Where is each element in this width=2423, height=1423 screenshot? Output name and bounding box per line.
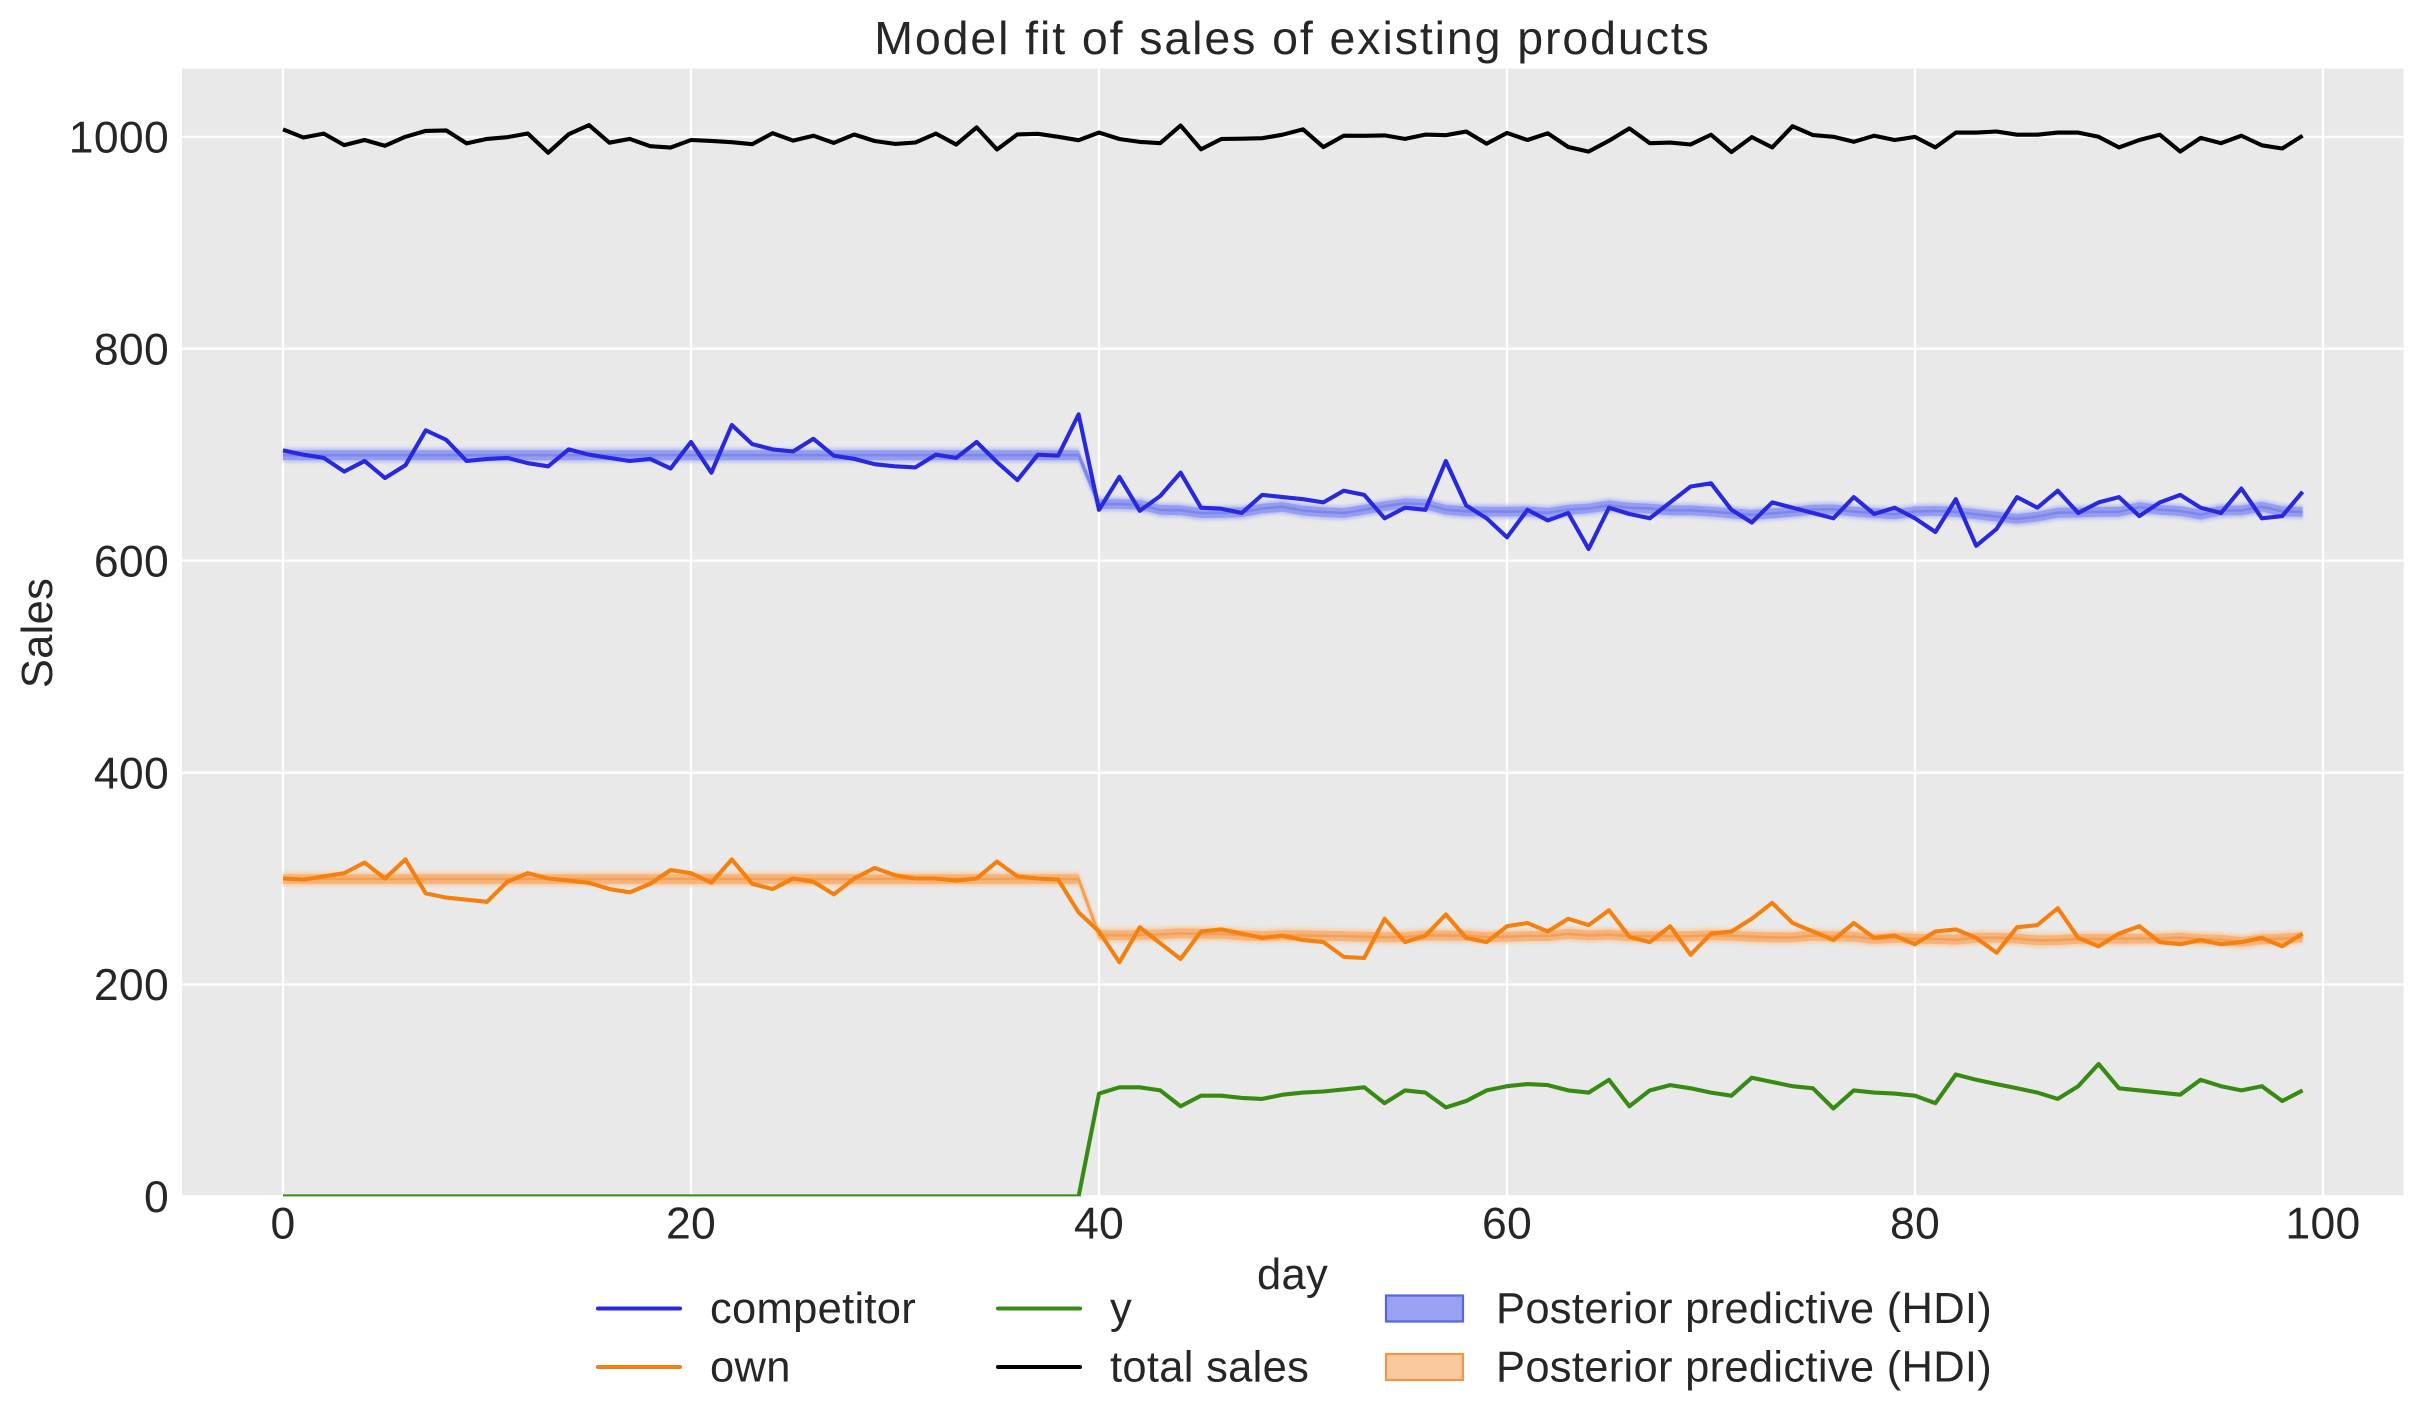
svg-text:400: 400: [94, 749, 169, 798]
svg-text:own: own: [710, 1344, 791, 1392]
svg-text:Model fit of sales of existing: Model fit of sales of existing products: [874, 12, 1711, 64]
svg-text:total sales: total sales: [1110, 1344, 1309, 1392]
svg-text:40: 40: [1074, 1200, 1124, 1249]
svg-text:80: 80: [1890, 1200, 1940, 1249]
svg-text:Sales: Sales: [14, 578, 62, 688]
svg-text:200: 200: [94, 961, 169, 1010]
svg-text:Posterior predictive (HDI): Posterior predictive (HDI): [1496, 1344, 1992, 1392]
svg-text:60: 60: [1482, 1200, 1532, 1249]
svg-text:100: 100: [2285, 1200, 2360, 1249]
svg-text:day: day: [1257, 1251, 1328, 1299]
svg-text:y: y: [1110, 1285, 1132, 1333]
svg-text:1000: 1000: [69, 114, 169, 163]
svg-text:800: 800: [94, 325, 169, 374]
svg-text:Posterior predictive (HDI): Posterior predictive (HDI): [1496, 1285, 1992, 1333]
svg-text:competitor: competitor: [710, 1285, 916, 1333]
svg-text:20: 20: [666, 1200, 716, 1249]
svg-text:0: 0: [144, 1173, 169, 1222]
svg-text:600: 600: [94, 537, 169, 586]
svg-text:0: 0: [270, 1200, 295, 1249]
